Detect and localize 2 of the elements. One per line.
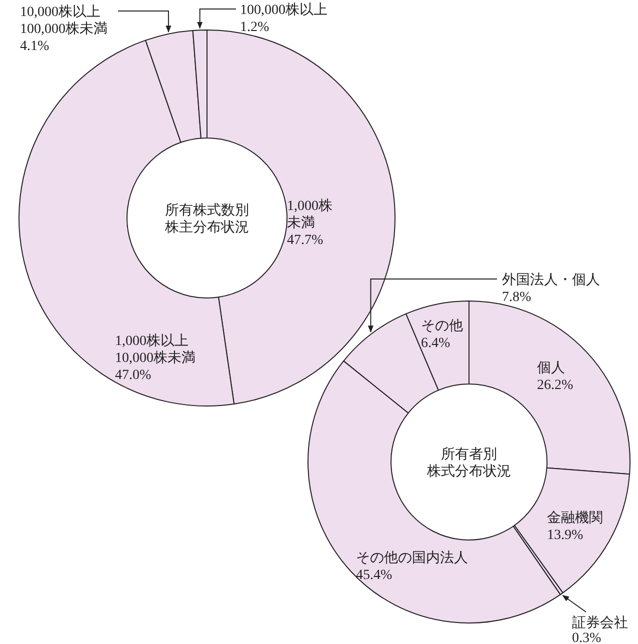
title: 所有株式数別株主分布状況 [165,204,249,236]
title: 所有者別株式分布状況 [427,448,511,480]
